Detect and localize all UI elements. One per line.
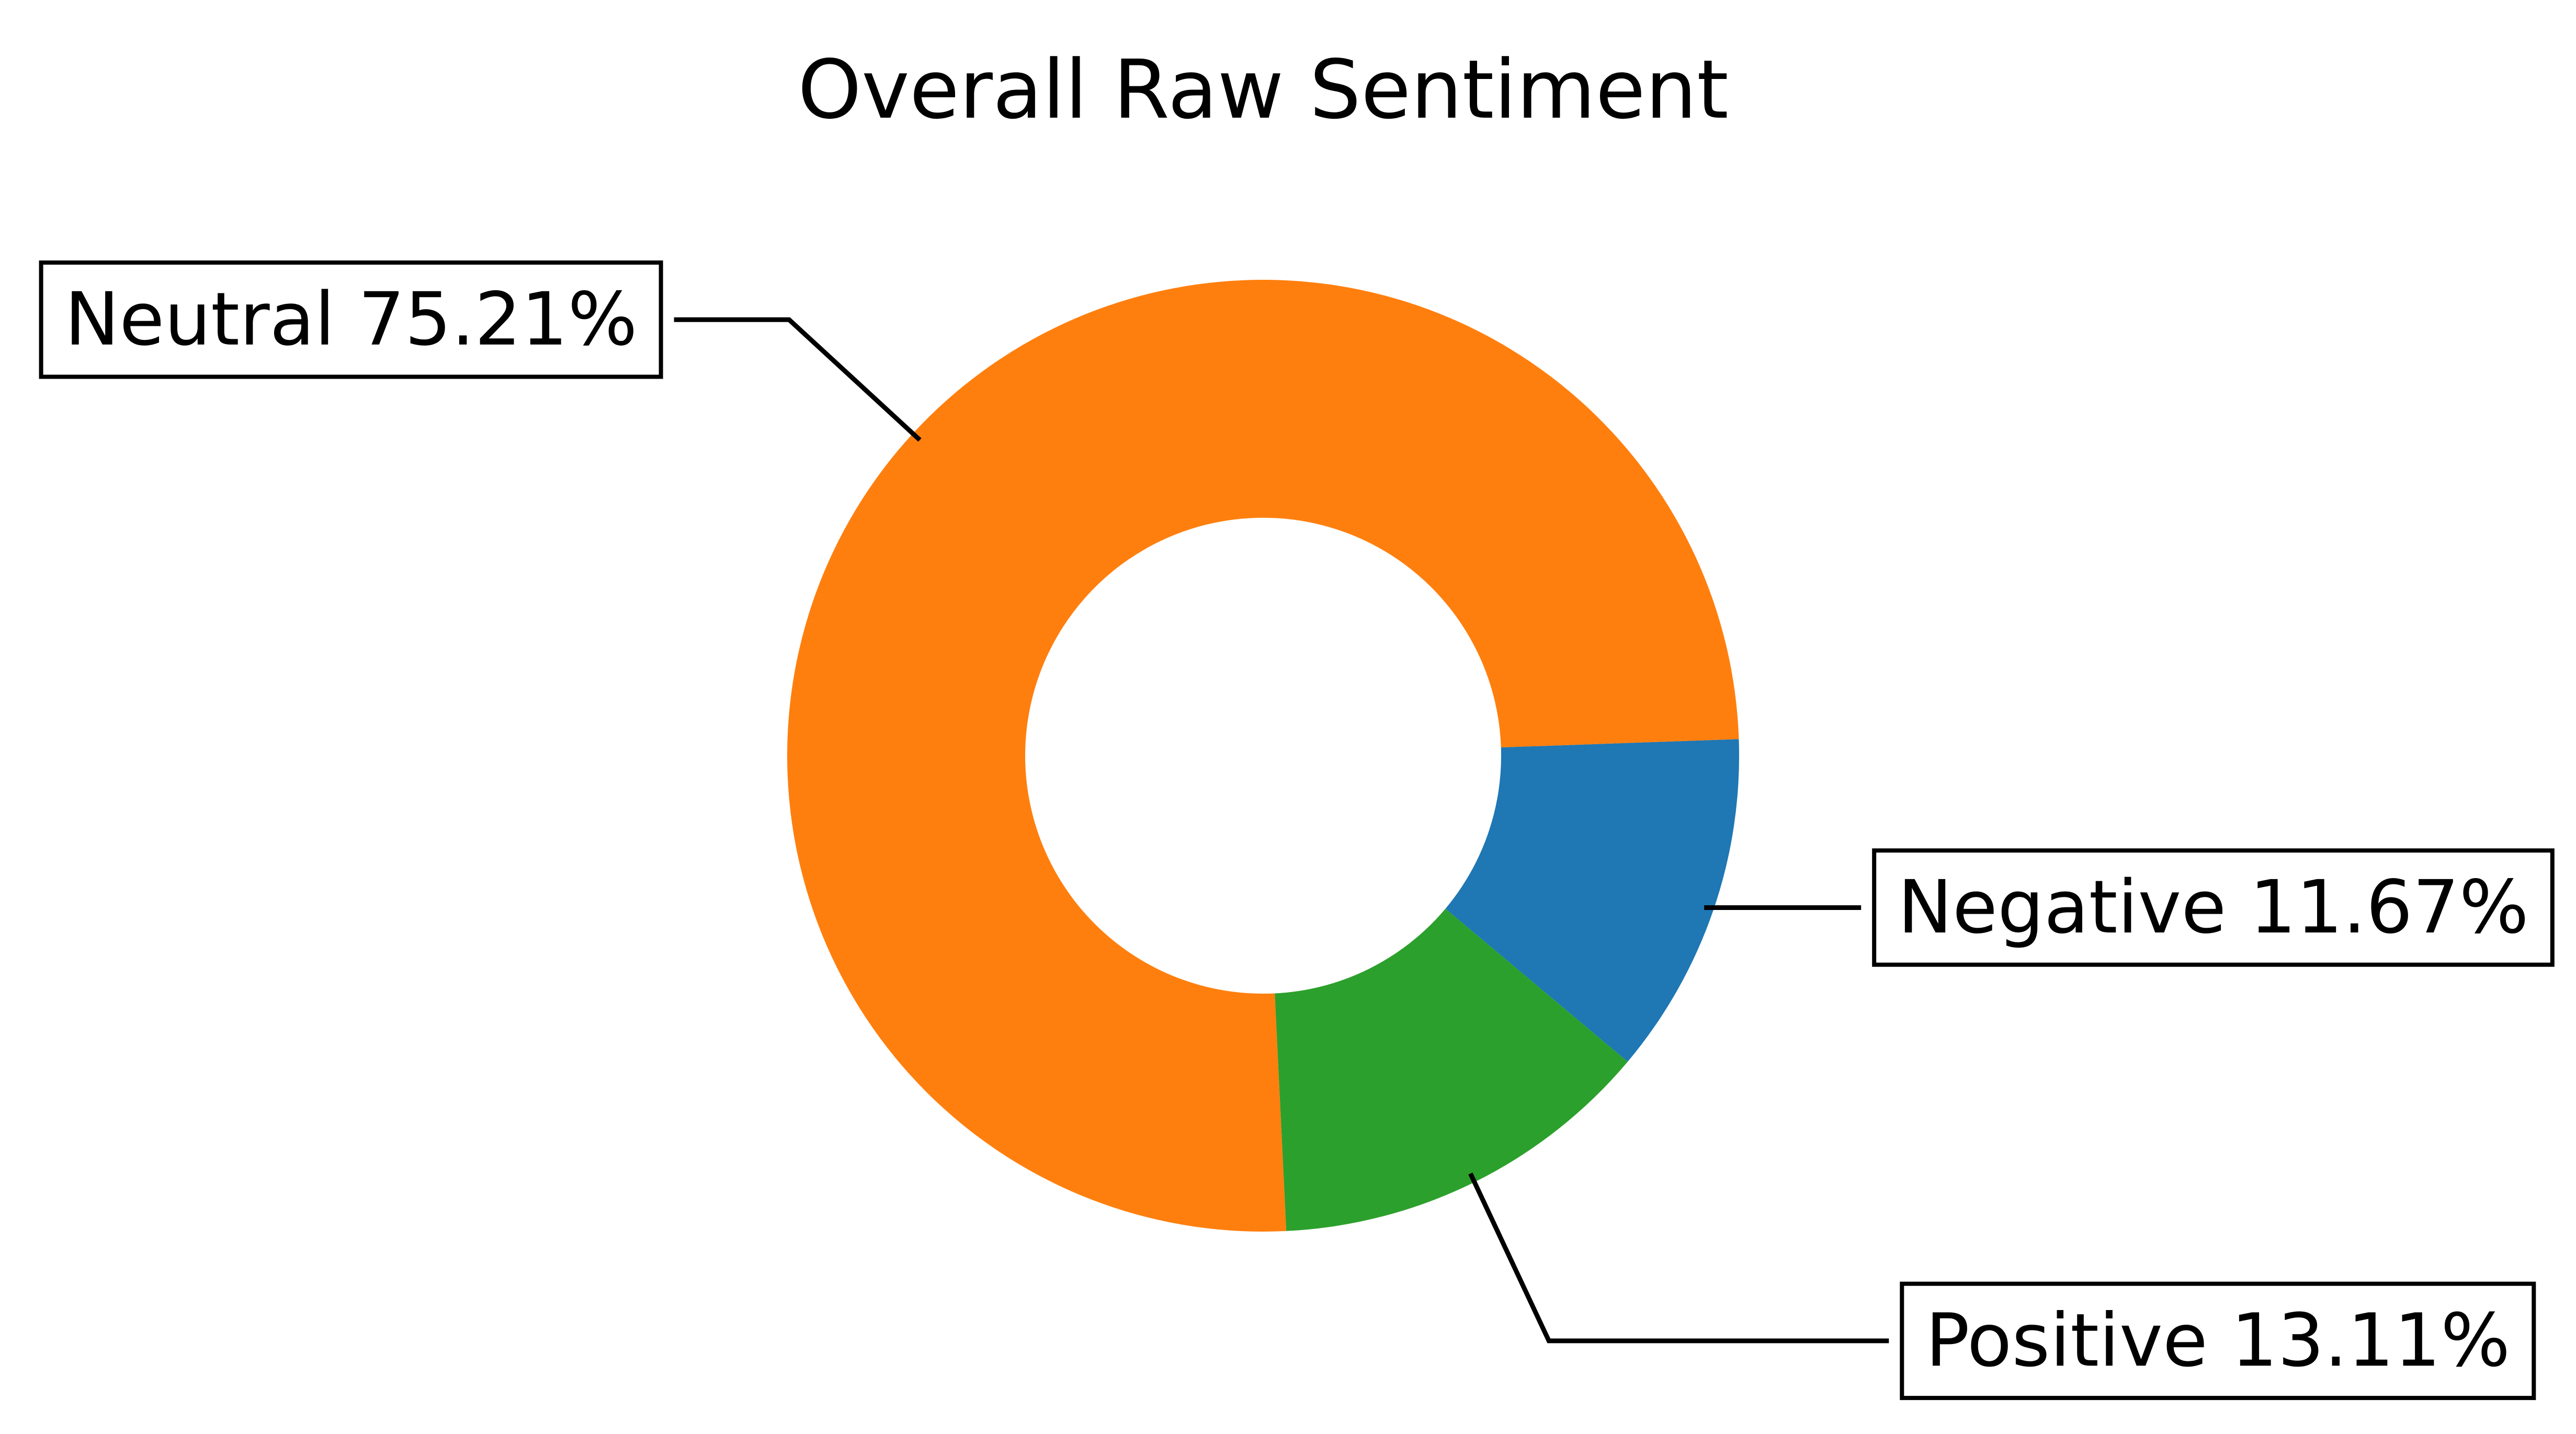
chart-title: Overall Raw Sentiment	[798, 42, 1729, 137]
label-leaders	[674, 317, 1889, 1344]
label-box-negative	[1872, 848, 2555, 967]
leader-line-neutral	[674, 317, 922, 442]
donut-slices	[787, 280, 1739, 1232]
leader-line-positive	[1468, 1173, 1889, 1344]
slice-labels: Negative 11.67% Positive 13.11% Neutral 75…	[39, 260, 2555, 1401]
slice-label-neutral: Neutral 75.21%	[65, 277, 638, 362]
slice-label-negative: Negative 11.67%	[1898, 865, 2529, 950]
slice-positive	[1275, 908, 1628, 1231]
slice-negative	[1445, 739, 1739, 1062]
label-box-positive	[1900, 1281, 2536, 1401]
slice-neutral	[787, 280, 1739, 1232]
label-box-neutral	[39, 260, 663, 379]
slice-label-positive: Positive 13.11%	[1925, 1298, 2510, 1383]
